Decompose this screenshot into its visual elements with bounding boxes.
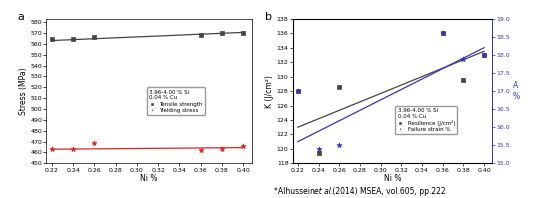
- Point: [459, 57, 468, 60]
- Y-axis label: A
%: A %: [512, 81, 519, 101]
- Point: [335, 86, 344, 89]
- Y-axis label: K (J/cm²): K (J/cm²): [265, 75, 274, 108]
- Point: [69, 38, 78, 41]
- Point: [480, 53, 488, 57]
- Point: [90, 36, 98, 39]
- Legend: Resilience (J/cm²), Failure strain %: Resilience (J/cm²), Failure strain %: [395, 106, 457, 134]
- Point: [293, 89, 302, 93]
- Point: [196, 33, 205, 37]
- Point: [480, 53, 488, 57]
- Point: [438, 32, 447, 35]
- Point: [314, 151, 323, 154]
- Point: [90, 141, 98, 144]
- Point: [335, 144, 344, 147]
- Point: [218, 31, 226, 34]
- Point: [459, 79, 468, 82]
- Point: [238, 144, 247, 148]
- Y-axis label: Stress (MPa): Stress (MPa): [19, 67, 28, 115]
- Point: [48, 148, 56, 151]
- Point: [314, 147, 323, 150]
- X-axis label: Ni %: Ni %: [384, 174, 401, 183]
- Point: [196, 149, 205, 152]
- Point: [293, 89, 302, 93]
- Text: et al.: et al.: [314, 187, 333, 196]
- X-axis label: Ni %: Ni %: [141, 174, 158, 183]
- Text: a: a: [18, 11, 25, 22]
- Point: [69, 148, 78, 151]
- Point: [218, 148, 226, 151]
- Text: (2014) MSEA, vol.605, pp.222: (2014) MSEA, vol.605, pp.222: [330, 187, 446, 196]
- Point: [238, 31, 247, 34]
- Point: [48, 38, 56, 41]
- Text: *Alhussein: *Alhussein: [274, 187, 317, 196]
- Text: b: b: [265, 11, 272, 22]
- Legend: Tensile strength, Yielding stress: Tensile strength, Yielding stress: [147, 88, 205, 115]
- Point: [438, 32, 447, 35]
